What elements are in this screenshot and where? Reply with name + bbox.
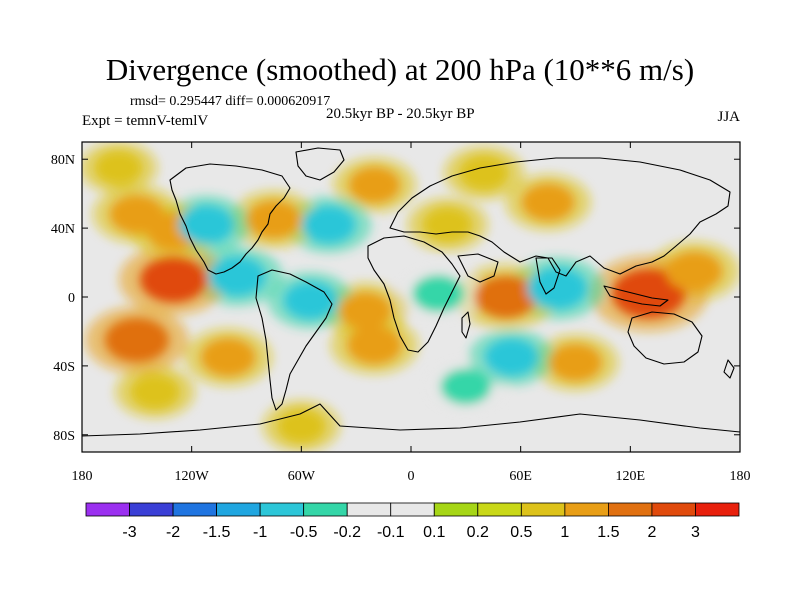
coastline-antarctica	[82, 403, 740, 437]
field-region-tropical-atlantic	[338, 291, 393, 330]
colorbar-swatch	[651, 502, 696, 517]
x-tick-label: 60E	[509, 469, 532, 484]
coastline-eurasia	[389, 157, 731, 277]
x-tick-label: 0	[408, 469, 415, 484]
field-region-e-pacific-tropics	[139, 256, 208, 304]
colorbar-label: -2	[166, 524, 180, 541]
field-region-antarctic-coast	[276, 408, 326, 444]
field-region-s-indian-ocean	[548, 343, 603, 382]
colorbar-label: -3	[122, 524, 136, 541]
colorbar-label: 0.5	[510, 524, 532, 541]
colorbar-swatch	[695, 502, 740, 517]
field-region-maritime-continent	[611, 268, 686, 320]
colorbar-label: -0.1	[377, 524, 405, 541]
y-tick-label: 0	[68, 291, 75, 306]
colorbar: -3 -2 -1.5 -1 -0.5 -0.2 -0.1 0.1 0.2 0.5 1 1.5 2 3	[85, 502, 740, 541]
field-region-eastern-n-america	[246, 200, 302, 239]
coastline-south-america	[255, 269, 333, 411]
field-region-southern-ocean-pacific	[129, 373, 181, 410]
coastline-greenland	[295, 147, 345, 181]
field-region-tropical-s-america	[283, 281, 338, 320]
coastline-madagascar	[461, 311, 471, 339]
colorbar-swatch	[346, 502, 392, 517]
x-tick-label: 120E	[616, 469, 646, 484]
coastline-africa	[367, 235, 461, 353]
x-tick-label: 180	[72, 469, 93, 484]
field-region-arctic-n-pacific	[94, 150, 143, 186]
field-region-equatorial-africa	[412, 275, 465, 313]
y-tick-label: 40N	[51, 222, 75, 237]
field-region-se-pacific	[200, 337, 256, 377]
x-tick-label: 60W	[288, 469, 316, 484]
colorbar-swatch	[520, 502, 566, 517]
colorbar-label: 0.2	[467, 524, 489, 541]
colorbar-swatch	[259, 502, 305, 517]
colorbar-label: 0.1	[423, 524, 445, 541]
period-label: 20.5kyr BP - 20.5kyr BP	[326, 106, 475, 122]
field-region-n-atlantic	[301, 205, 356, 244]
season-label: JJA	[717, 109, 740, 125]
colorbar-label: -0.5	[290, 524, 318, 541]
colorbar-swatch	[477, 502, 522, 517]
y-tick-label: 80N	[51, 153, 75, 168]
colorbar-swatch	[564, 502, 609, 517]
colorbar-swatch	[608, 502, 653, 517]
x-tick-label: 180	[730, 469, 751, 484]
y-tick-label: 80S	[53, 429, 75, 444]
field-region-w-pacific	[665, 251, 723, 292]
field-region-mediterranean	[422, 206, 473, 243]
stats-readout: rmsd= 0.295447 diff= 0.000620917	[130, 94, 331, 109]
x-tick-label: 120W	[175, 469, 210, 484]
y-tick-label: 40S	[53, 360, 75, 375]
field-region-s-atlantic	[346, 325, 403, 365]
field-region-w-indian-ocean	[474, 275, 538, 319]
field-region-s-pacific	[104, 317, 170, 363]
experiment-label: Expt = temnV-temlV	[82, 113, 209, 129]
colorbar-label: 1	[560, 524, 569, 541]
colorbar-swatch	[172, 502, 217, 517]
colorbar-swatch	[390, 502, 435, 517]
colorbar-swatch	[85, 502, 130, 517]
colorbar-swatch	[303, 502, 348, 517]
field-region-southern-ocean	[440, 368, 492, 405]
colorbar-swatch	[216, 502, 261, 517]
map-axes: 180 120W 60W 0 60E 120E 180 80N 40N 0 40S 80S	[51, 142, 751, 484]
coastline-north-america	[169, 163, 291, 275]
colorbar-label: 3	[691, 524, 700, 541]
field-region-siberia	[521, 183, 575, 222]
field-region-sw-indian-ocean	[484, 338, 539, 377]
field-region-western-n-america	[178, 205, 234, 245]
colorbar-label: -1.5	[203, 524, 231, 541]
field-region-central-america	[208, 256, 266, 297]
coastlines	[82, 147, 740, 437]
field-region-indian-ocean	[527, 267, 588, 310]
colorbar-label: -0.2	[333, 524, 361, 541]
chart-title: Divergence (smoothed) at 200 hPa (10**6 …	[105, 52, 695, 87]
divergence-field	[82, 142, 740, 452]
coastline-australia	[627, 311, 703, 365]
colorbar-swatch	[129, 502, 174, 517]
colorbar-label: 2	[647, 524, 656, 541]
field-region-subpolar-n-atlantic	[348, 166, 401, 204]
field-region-eurasia-high-latitude	[458, 155, 510, 191]
coastline-new-zealand	[723, 359, 735, 379]
coastline-arabia	[457, 253, 499, 283]
coastline-india	[535, 257, 561, 295]
colorbar-label: -1	[253, 524, 267, 541]
coastline-maritime-continent	[603, 285, 669, 307]
colorbar-swatch	[433, 502, 479, 517]
colorbar-label: 1.5	[597, 524, 619, 541]
